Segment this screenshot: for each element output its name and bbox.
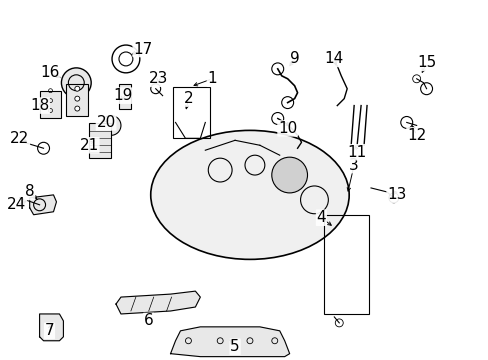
Text: 11: 11	[347, 145, 366, 160]
Ellipse shape	[150, 130, 348, 260]
Text: 22: 22	[10, 131, 29, 146]
Text: 10: 10	[278, 121, 297, 136]
Text: 14: 14	[324, 51, 343, 67]
Text: 16: 16	[40, 65, 59, 80]
Text: 21: 21	[80, 138, 99, 153]
Text: 9: 9	[289, 51, 299, 67]
Polygon shape	[116, 291, 200, 314]
Text: 5: 5	[230, 339, 240, 354]
Text: 8: 8	[25, 184, 35, 199]
Text: 15: 15	[416, 55, 435, 71]
Bar	[324, 215, 368, 314]
Text: 18: 18	[30, 98, 49, 113]
Bar	[66, 84, 88, 116]
Text: 12: 12	[406, 128, 426, 143]
Circle shape	[101, 116, 121, 135]
Text: 6: 6	[143, 314, 153, 328]
Bar	[89, 123, 111, 158]
Bar	[40, 91, 61, 118]
Text: 24: 24	[7, 197, 26, 212]
Bar	[172, 87, 210, 138]
Circle shape	[75, 86, 80, 91]
Text: 7: 7	[44, 323, 54, 338]
Text: 4: 4	[316, 210, 325, 225]
Circle shape	[75, 96, 80, 101]
Text: 2: 2	[183, 91, 193, 106]
Text: 23: 23	[149, 71, 168, 86]
Polygon shape	[30, 195, 56, 215]
Polygon shape	[40, 314, 63, 341]
Circle shape	[271, 157, 307, 193]
Text: 1: 1	[207, 71, 217, 86]
Bar	[119, 84, 131, 109]
Text: 3: 3	[348, 158, 358, 172]
Text: 17: 17	[133, 41, 152, 57]
Circle shape	[75, 106, 80, 111]
Circle shape	[61, 68, 91, 98]
Text: 20: 20	[96, 115, 116, 130]
Text: 13: 13	[386, 188, 406, 202]
Text: 19: 19	[113, 88, 132, 103]
Polygon shape	[170, 327, 289, 357]
